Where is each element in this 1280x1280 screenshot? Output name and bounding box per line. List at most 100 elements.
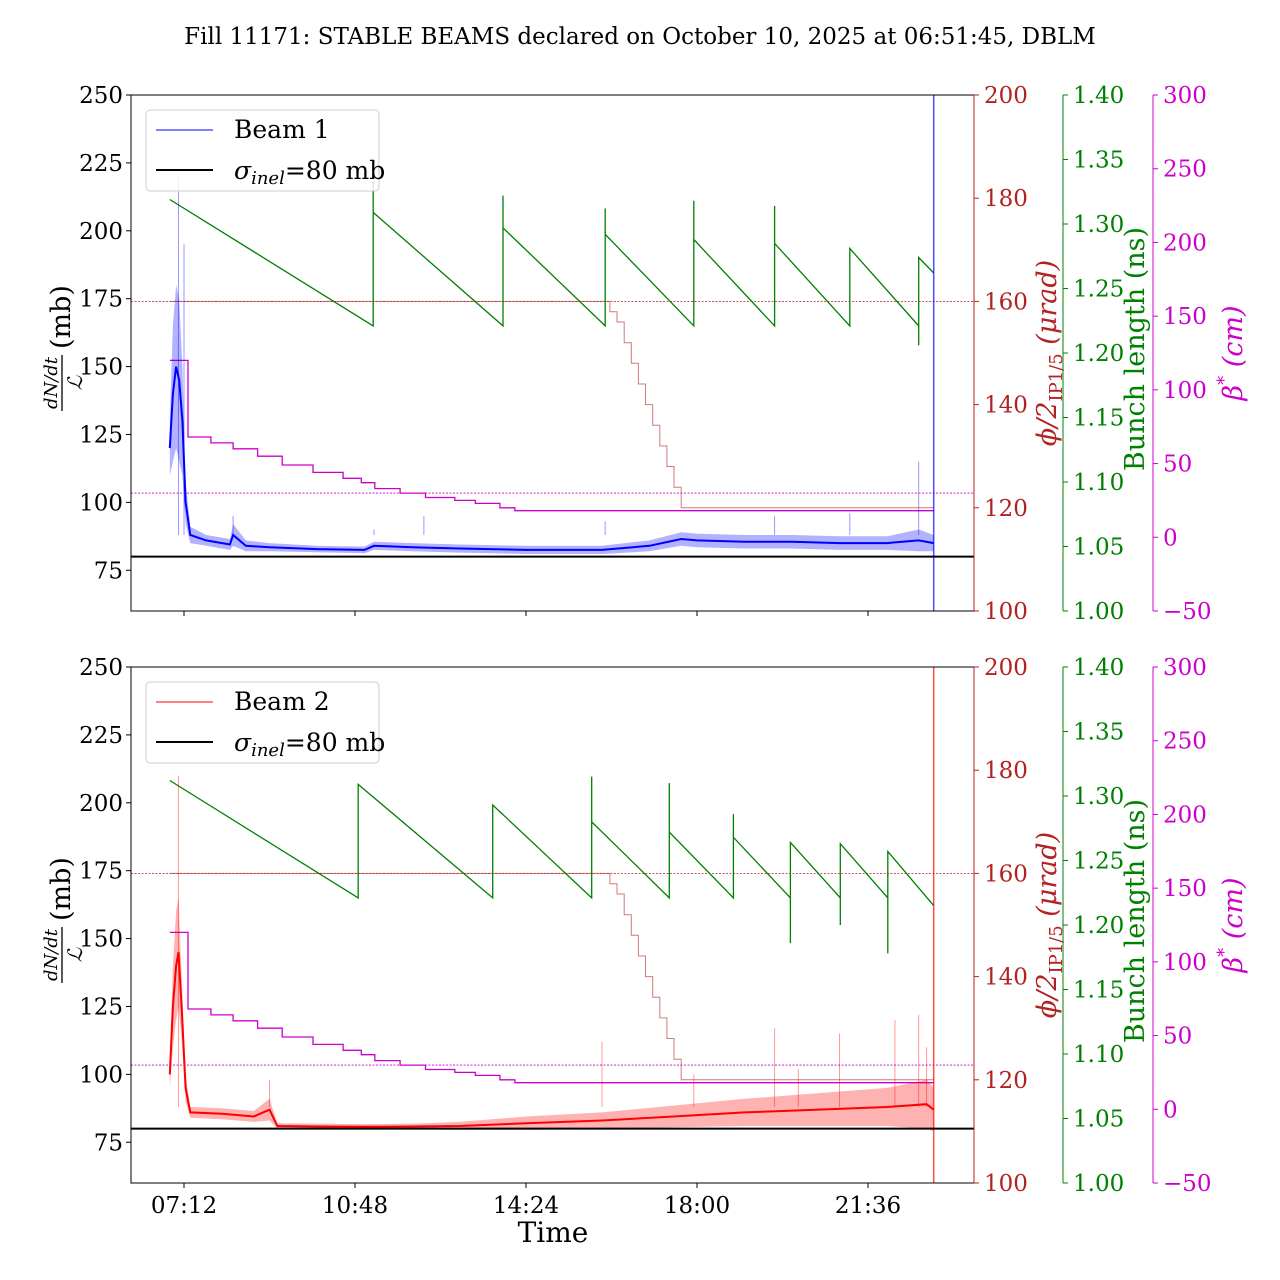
crossing-axis-tick-label: 140 — [984, 965, 1028, 991]
crossing-label-main: ϕ/2 — [1032, 402, 1063, 447]
sigma-subscript: inel — [251, 168, 285, 189]
beam-uncertainty-band — [169, 285, 934, 554]
beta-axis-tick-label: 150 — [1163, 876, 1207, 902]
sigma-symbol: σ — [234, 728, 252, 757]
beta-axis-tick-label: 0 — [1163, 1097, 1178, 1123]
left-tick-label: 175 — [79, 287, 123, 313]
left-tick-label: 125 — [79, 422, 123, 448]
bunch-axis-tick-label: 1.20 — [1073, 341, 1124, 367]
bunch-axis-tick-label: 1.40 — [1073, 83, 1124, 109]
crossing-label-main: ϕ/2 — [1032, 974, 1063, 1019]
left-label-unit: (mb) — [46, 285, 77, 349]
beta-axis-tick-label: 200 — [1163, 230, 1207, 256]
bunch-axis-tick-label: 1.35 — [1073, 148, 1124, 174]
left-axis-label: dN/dt ℒ (mb) — [41, 285, 87, 411]
beta-axis-label: β* (cm) — [1214, 878, 1249, 974]
beta-star-line — [169, 359, 934, 512]
legend-beam-label: Beam 1 — [234, 115, 330, 144]
beta-label-main: β — [1218, 957, 1249, 974]
bunch-length-line — [169, 181, 935, 346]
bunch-axis-tick-label: 1.15 — [1073, 978, 1124, 1004]
beta-label-main: β — [1218, 385, 1249, 402]
crossing-axis-tick-label: 200 — [984, 655, 1028, 681]
beam-line — [168, 366, 934, 551]
crossing-label-unit: (μrad) — [1032, 260, 1063, 354]
crossing-axis-label: ϕ/2IP1/5 (μrad) — [1032, 260, 1067, 446]
bunch-axis-tick-label: 1.00 — [1073, 1171, 1124, 1197]
x-tick-label: 10:48 — [322, 1193, 388, 1219]
crossing-axis-tick-label: 120 — [984, 496, 1028, 522]
bunch-axis-tick-label: 1.15 — [1073, 406, 1124, 432]
bunch-axis-tick-label: 1.30 — [1073, 784, 1124, 810]
beta-label-unit: (cm) — [1218, 306, 1249, 376]
legend-sigma-label: σinel=80 mb — [234, 156, 385, 189]
beta-axis-tick-label: 300 — [1163, 83, 1207, 109]
crossing-label-sub: IP1/5 — [1046, 925, 1067, 973]
beta-axis-tick-label: 200 — [1163, 802, 1207, 828]
bunch-axis-tick-label: 1.10 — [1073, 470, 1124, 496]
left-tick-label: 150 — [79, 927, 123, 953]
beta-axis-tick-label: 100 — [1163, 950, 1207, 976]
crossing-axis-tick-label: 120 — [984, 1068, 1028, 1094]
left-tick-label: 100 — [79, 1062, 123, 1088]
x-tick-label: 18:00 — [664, 1193, 730, 1219]
beta-axis-tick-label: 50 — [1163, 1024, 1192, 1050]
crossing-axis-tick-label: 100 — [984, 599, 1028, 625]
left-tick-label: 150 — [79, 355, 123, 381]
bunch-axis-tick-label: 1.20 — [1073, 913, 1124, 939]
beta-axis-tick-label: 0 — [1163, 525, 1178, 551]
bunch-axis-tick-label: 1.35 — [1073, 720, 1124, 746]
chart-title: Fill 11171: STABLE BEAMS declared on Oct… — [184, 24, 1096, 50]
beta-axis-tick-label: 150 — [1163, 304, 1207, 330]
bunch-axis-tick-label: 1.05 — [1073, 1107, 1124, 1133]
sigma-subscript: inel — [251, 740, 285, 761]
left-tick-label: 200 — [79, 791, 123, 817]
crossing-label-sub: IP1/5 — [1046, 353, 1067, 401]
left-label-numerator: dN/dt — [41, 356, 62, 409]
left-tick-label: 200 — [79, 219, 123, 245]
bunch-axis-tick-label: 1.05 — [1073, 535, 1124, 561]
beta-axis-tick-label: 50 — [1163, 452, 1192, 478]
bunch-length-line — [169, 776, 935, 954]
crossing-axis-tick-label: 180 — [984, 758, 1028, 784]
beam-line — [168, 952, 935, 1128]
bunch-axis-tick-label: 1.25 — [1073, 277, 1124, 303]
left-tick-label: 125 — [79, 994, 123, 1020]
crossing-axis-label: ϕ/2IP1/5 (μrad) — [1032, 832, 1067, 1018]
left-axis-label: dN/dt ℒ (mb) — [41, 857, 87, 983]
legend-sigma-label: σinel=80 mb — [234, 728, 385, 761]
beta-axis-tick-label: 100 — [1163, 378, 1207, 404]
beta-axis-tick-label: −50 — [1163, 599, 1212, 625]
beta-axis-tick-label: 250 — [1163, 157, 1207, 183]
bunch-axis-label: Bunch length (ns) — [1120, 227, 1151, 471]
legend: Beam 1 σinel=80 mb — [145, 109, 385, 192]
beta-label-unit: (cm) — [1218, 878, 1249, 948]
legend: Beam 2 σinel=80 mb — [145, 681, 385, 764]
x-tick-label: 21:36 — [835, 1193, 901, 1219]
left-tick-label: 75 — [94, 558, 123, 584]
crossing-angle-line — [169, 872, 934, 1081]
left-tick-label: 250 — [79, 655, 123, 681]
crossing-axis-tick-label: 180 — [984, 186, 1028, 212]
crossing-axis-tick-label: 160 — [984, 861, 1028, 887]
crossing-axis-tick-label: 100 — [984, 1171, 1028, 1197]
bunch-axis-tick-label: 1.10 — [1073, 1042, 1124, 1068]
sigma-value: =80 mb — [285, 728, 385, 757]
left-label-denominator: ℒ — [63, 947, 87, 962]
bunch-axis-tick-label: 1.40 — [1073, 655, 1124, 681]
x-tick-label: 07:12 — [151, 1193, 217, 1219]
x-tick-label: 14:24 — [493, 1193, 559, 1219]
beta-label-sup: * — [1214, 376, 1235, 385]
sigma-symbol: σ — [234, 156, 252, 185]
bunch-axis-tick-label: 1.30 — [1073, 212, 1124, 238]
crossing-axis-tick-label: 160 — [984, 289, 1028, 315]
x-axis-label: Time — [518, 1216, 589, 1249]
beta-axis-tick-label: −50 — [1163, 1171, 1212, 1197]
sigma-value: =80 mb — [285, 156, 385, 185]
left-tick-label: 250 — [79, 83, 123, 109]
beta-label-sup: * — [1214, 948, 1235, 957]
bunch-axis-tick-label: 1.00 — [1073, 599, 1124, 625]
left-label-unit: (mb) — [46, 857, 77, 921]
beta-star-line — [169, 931, 934, 1084]
